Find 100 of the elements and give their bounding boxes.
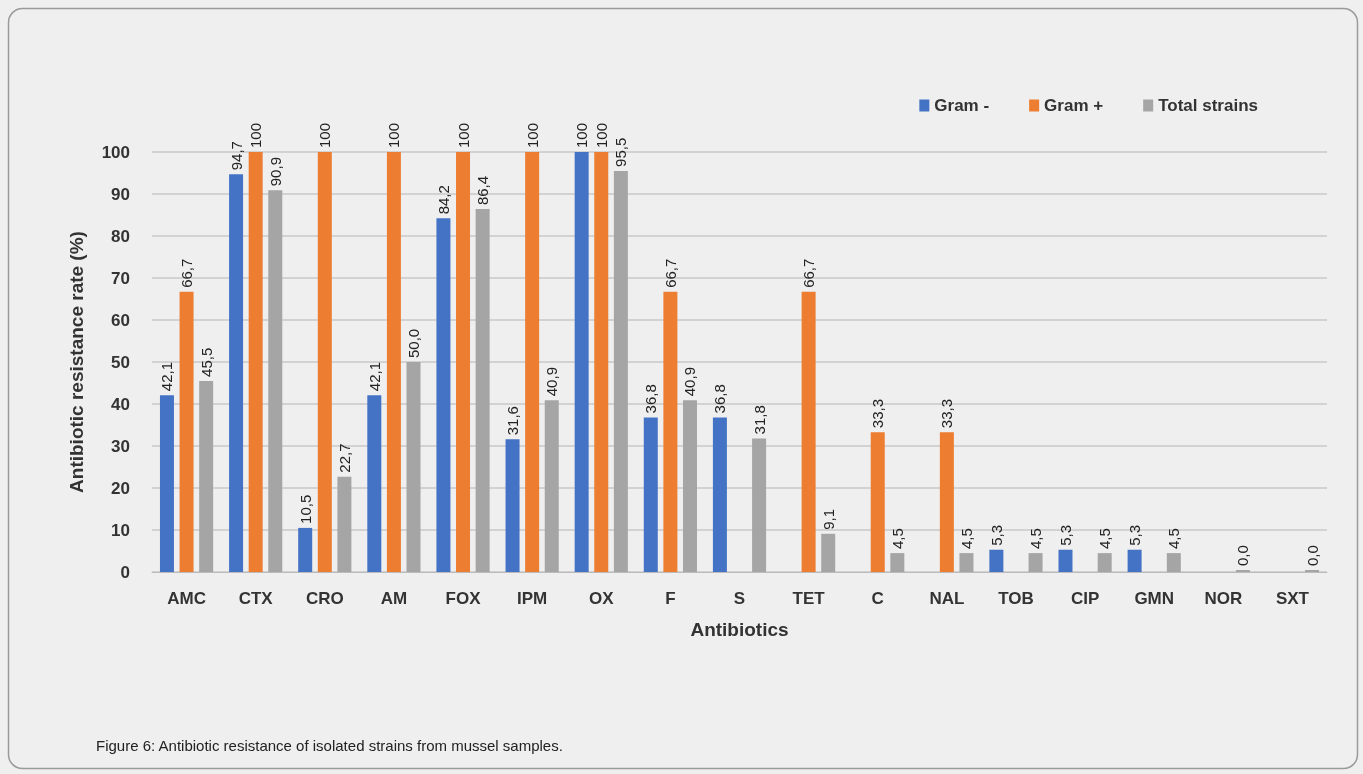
bar xyxy=(268,190,283,572)
data-label: 100 xyxy=(247,122,265,148)
bar xyxy=(1058,549,1073,572)
x-tick-label: CIP xyxy=(1070,589,1100,608)
data-label: 86,4 xyxy=(474,175,492,206)
y-axis-title: Antibiotic resistance rate (%) xyxy=(66,231,87,493)
x-tick-label: CTX xyxy=(238,589,274,608)
bar xyxy=(939,432,954,572)
bar xyxy=(159,395,174,572)
y-tick-label: 100 xyxy=(101,142,130,162)
bar xyxy=(1028,553,1043,572)
data-label: 100 xyxy=(523,122,541,148)
x-tick-label: AMC xyxy=(167,589,206,608)
bar xyxy=(436,218,451,572)
data-label: 100 xyxy=(316,122,334,148)
x-tick-label: FOX xyxy=(445,589,482,608)
bar xyxy=(248,152,263,572)
data-label: 42,1 xyxy=(365,361,383,392)
bar xyxy=(989,549,1004,572)
data-label: 10,5 xyxy=(296,494,314,524)
bar xyxy=(574,152,589,572)
data-label: 100 xyxy=(385,122,403,148)
data-label: 5,3 xyxy=(1056,524,1074,546)
bar xyxy=(594,152,609,572)
x-tick-label: C xyxy=(871,589,884,608)
y-tick-label: 50 xyxy=(111,352,130,372)
bar xyxy=(337,476,352,572)
bar xyxy=(229,174,244,572)
y-tick-label: 90 xyxy=(111,184,130,204)
x-tick-label: F xyxy=(665,589,676,608)
x-tick-label: TOB xyxy=(998,589,1034,608)
bar xyxy=(643,417,658,572)
data-label: 66,7 xyxy=(178,258,196,288)
legend-label: Gram - xyxy=(934,96,990,115)
bar xyxy=(505,439,520,572)
data-label: 22,7 xyxy=(335,443,353,473)
bar xyxy=(199,380,214,572)
bar xyxy=(682,400,697,572)
x-tick-label: IPM xyxy=(517,589,548,608)
x-tick-label: GMN xyxy=(1134,589,1175,608)
data-label: 0,0 xyxy=(1234,545,1252,566)
data-label: 31,8 xyxy=(750,405,768,435)
y-tick-label: 0 xyxy=(120,562,130,582)
data-label: 4,5 xyxy=(957,528,975,550)
bar xyxy=(752,438,767,572)
data-label: 66,7 xyxy=(661,258,679,288)
x-tick-label: S xyxy=(733,589,746,608)
data-label: 84,2 xyxy=(434,185,452,215)
y-tick-label: 40 xyxy=(111,394,130,414)
caption: Figure 6: Antibiotic resistance of isolated strains from mussel samples. xyxy=(96,737,563,754)
legend-label: Total strains xyxy=(1158,96,1259,115)
data-label: 100 xyxy=(454,122,472,148)
bar xyxy=(663,291,678,572)
bar xyxy=(1166,553,1181,572)
bar xyxy=(613,170,628,572)
x-tick-label: NOR xyxy=(1204,589,1243,608)
data-label: 50,0 xyxy=(405,328,423,358)
x-tick-label: AM xyxy=(380,589,408,608)
bar xyxy=(475,209,490,572)
data-label: 94,7 xyxy=(227,141,245,171)
data-label: 42,1 xyxy=(158,361,176,392)
bar xyxy=(179,291,194,572)
data-label: 4,5 xyxy=(888,528,906,550)
data-label: 9,1 xyxy=(819,508,837,530)
bar xyxy=(821,533,836,572)
bar xyxy=(367,395,382,572)
data-label: 36,8 xyxy=(711,384,729,414)
data-label: 40,9 xyxy=(681,367,699,397)
data-label: 33,3 xyxy=(869,398,887,429)
bar xyxy=(525,152,540,572)
data-label: 31,6 xyxy=(504,406,522,436)
bar xyxy=(456,152,471,572)
y-tick-label: 30 xyxy=(111,436,130,456)
data-label: 100 xyxy=(592,122,610,148)
data-label: 4,5 xyxy=(1096,528,1114,550)
data-label: 36,8 xyxy=(642,384,660,414)
bar xyxy=(801,291,816,572)
data-label: 95,5 xyxy=(612,137,630,167)
y-tick-label: 80 xyxy=(111,226,130,246)
bar xyxy=(386,152,401,572)
x-axis-title: Antibiotics xyxy=(690,619,789,640)
bar xyxy=(712,417,727,572)
bar xyxy=(1127,549,1142,572)
y-tick-label: 10 xyxy=(111,520,130,540)
bar xyxy=(890,553,905,572)
data-label: 4,5 xyxy=(1165,528,1183,550)
data-label: 45,5 xyxy=(197,347,215,377)
data-label: 5,3 xyxy=(987,524,1005,546)
bar xyxy=(870,432,885,572)
x-tick-label: OX xyxy=(588,589,615,608)
legend-label: Gram + xyxy=(1044,96,1104,115)
data-label: 90,9 xyxy=(266,157,284,187)
y-tick-label: 20 xyxy=(111,478,130,498)
bar xyxy=(406,362,421,572)
data-label: 33,3 xyxy=(938,398,956,429)
y-tick-label: 70 xyxy=(111,268,130,288)
data-label: 4,5 xyxy=(1027,528,1045,550)
bar xyxy=(544,400,559,572)
x-tick-label: NAL xyxy=(929,589,965,608)
data-label: 5,3 xyxy=(1126,524,1144,546)
